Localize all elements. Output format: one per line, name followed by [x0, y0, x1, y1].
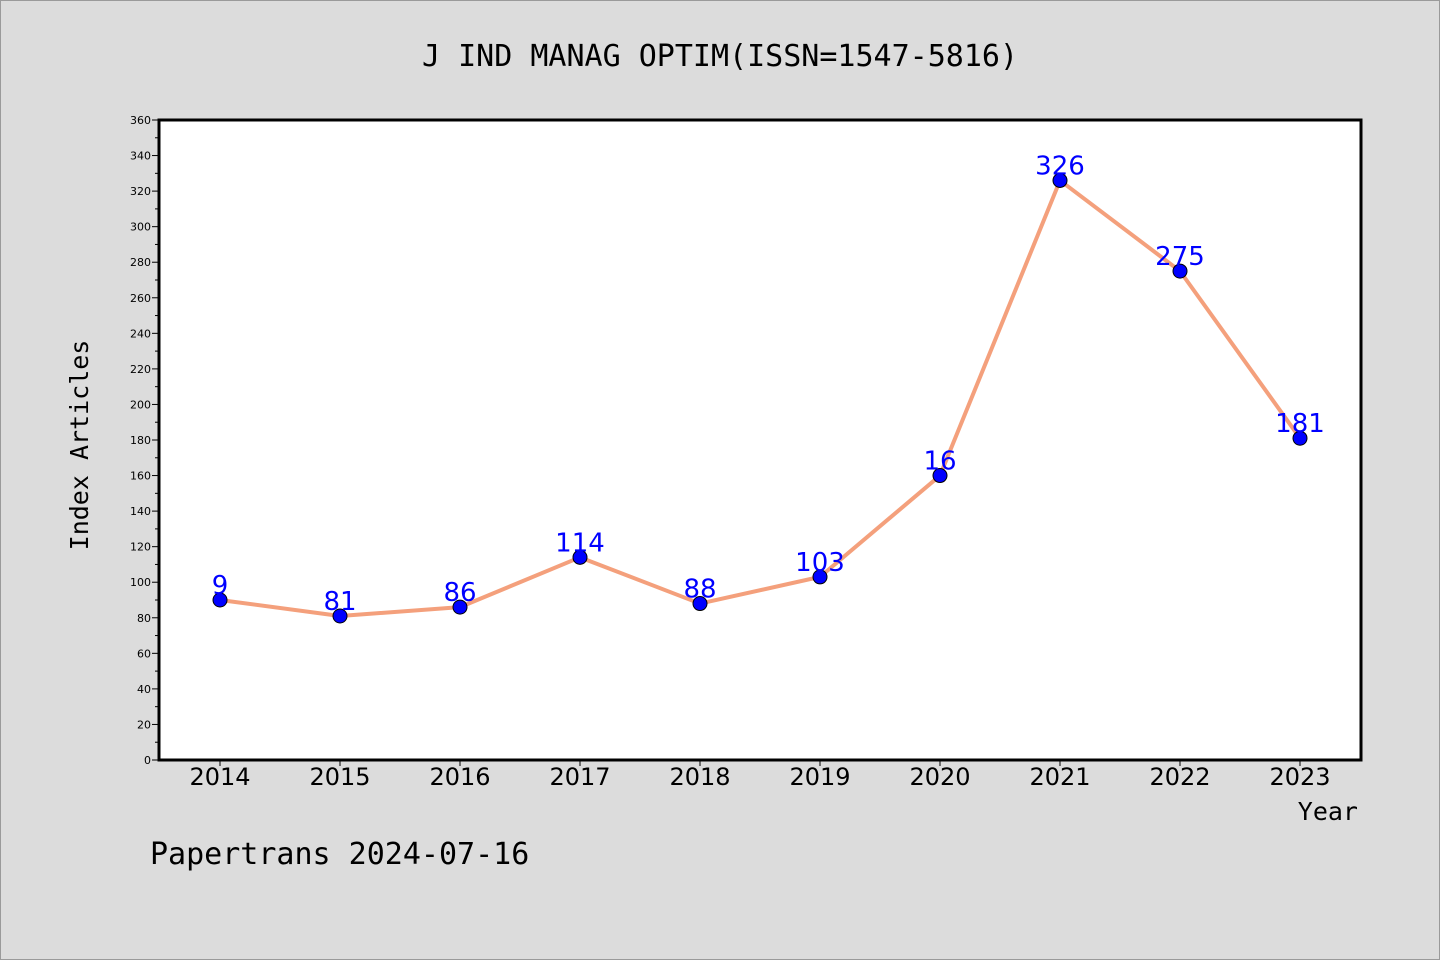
data-label: 181	[1275, 409, 1325, 439]
data-label: 275	[1155, 242, 1205, 272]
y-tick-label: 340	[130, 150, 151, 163]
footer-text: Papertrans 2024-07-16	[150, 837, 529, 872]
series-line	[218, 178, 1302, 618]
y-axis-title: Index Articles	[65, 340, 94, 551]
data-label: 103	[795, 548, 845, 578]
y-tick-label: 320	[130, 185, 151, 198]
y-tick-label: 220	[130, 363, 151, 376]
y-tick-label: 200	[130, 398, 151, 411]
plot-area	[157, 118, 1363, 762]
x-tick-label: 2020	[909, 763, 970, 791]
data-point	[452, 599, 468, 615]
x-axis: 2014 2015 2016 2017 2018 2019 2020 2021 2022 2023	[189, 760, 1331, 791]
chart-title: J IND MANAG OPTIM(ISSN=1547-5816)	[422, 39, 1018, 74]
data-labels-group: 9 81 86 114 88 103 16 326 275 181	[212, 151, 1325, 617]
y-tick-label: 20	[137, 718, 151, 731]
data-label: 88	[683, 575, 716, 605]
data-point	[1292, 430, 1308, 446]
data-point	[212, 592, 228, 608]
y-tick-label: 60	[137, 647, 151, 660]
data-point	[572, 549, 588, 565]
y-tick-label: 100	[130, 576, 151, 589]
y-tick-label: 120	[130, 541, 151, 554]
y-tick-label: 300	[130, 221, 151, 234]
markers-group	[212, 172, 1308, 624]
y-tick-label: 40	[137, 683, 151, 696]
data-label: 86	[443, 578, 476, 608]
x-tick-label: 2018	[669, 763, 730, 791]
x-tick-label: 2017	[549, 763, 610, 791]
y-tick-label: 260	[130, 292, 151, 305]
y-tick-label: 180	[130, 434, 151, 447]
y-tick-label: 240	[130, 327, 151, 340]
data-point	[692, 596, 708, 612]
x-tick-label: 2016	[429, 763, 490, 791]
y-tick-label: 360	[130, 114, 151, 127]
x-tick-label: 2021	[1029, 763, 1090, 791]
x-tick-label: 2019	[789, 763, 850, 791]
y-tick-label: 80	[137, 612, 151, 625]
y-tick-label: 140	[130, 505, 151, 518]
x-tick-label: 2022	[1149, 763, 1210, 791]
data-point	[1172, 263, 1188, 279]
data-label: 114	[555, 528, 605, 558]
y-tick-label: 0	[144, 754, 151, 767]
data-point	[932, 468, 948, 484]
x-axis-title: Year	[1298, 797, 1358, 826]
data-label: 81	[323, 587, 356, 617]
data-label: 9	[212, 571, 229, 601]
y-axis: 0 20 40 60 80 100 120 140 160 180 200 220 240 260 280 3…	[130, 114, 159, 767]
x-tick-label: 2015	[309, 763, 370, 791]
data-point	[332, 608, 348, 624]
x-tick-label: 2014	[189, 763, 250, 791]
data-label: 16	[923, 447, 956, 477]
x-tick-label: 2023	[1269, 763, 1330, 791]
data-label: 326	[1035, 151, 1085, 181]
y-tick-label: 280	[130, 256, 151, 269]
y-tick-label: 160	[130, 470, 151, 483]
series-line-group	[218, 178, 1302, 618]
data-point	[812, 569, 828, 585]
data-point	[1052, 172, 1068, 188]
